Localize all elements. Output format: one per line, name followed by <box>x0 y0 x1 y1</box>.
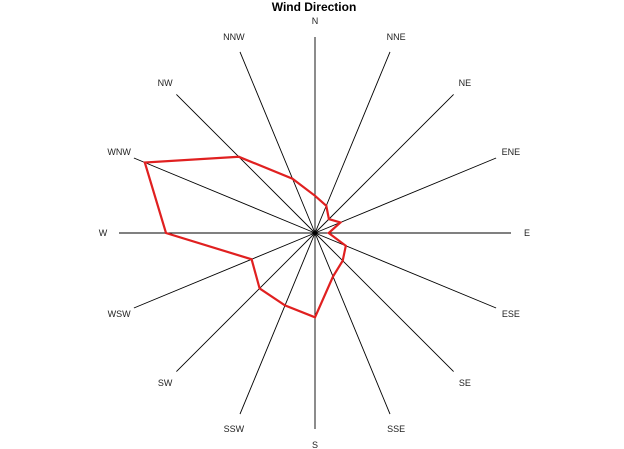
direction-label-s: S <box>312 440 318 449</box>
spoke-sse <box>314 232 391 415</box>
direction-label-wsw: WSW <box>108 309 131 319</box>
spoke-nw <box>176 94 316 234</box>
data-point-ene <box>339 221 342 224</box>
data-point-ese <box>344 244 347 247</box>
direction-label-nnw: NNW <box>223 32 245 42</box>
data-point-nw <box>237 155 240 158</box>
series-layer <box>143 155 348 319</box>
direction-label-e: E <box>524 228 530 238</box>
direction-label-se: SE <box>459 378 471 388</box>
data-point-nne <box>325 204 328 207</box>
direction-label-ssw: SSW <box>224 424 245 434</box>
spoke-wnw <box>133 157 316 234</box>
direction-spokes <box>119 37 511 429</box>
direction-label-ne: NE <box>459 78 472 88</box>
spoke-ene <box>314 157 497 234</box>
spoke-ne <box>314 94 454 234</box>
direction-label-ese: ESE <box>502 309 520 319</box>
data-point-ssw <box>284 304 286 307</box>
spoke-nnw <box>239 51 316 234</box>
spoke-sw <box>176 232 316 372</box>
data-point-sse <box>332 275 334 278</box>
spoke-nne <box>314 51 391 234</box>
direction-label-n: N <box>312 16 319 26</box>
data-point-w <box>165 232 167 234</box>
data-point-e <box>327 232 330 234</box>
data-point-nnw <box>291 177 294 180</box>
spoke-ssw <box>239 232 316 415</box>
direction-labels: N NNE NE ENE E ESE SE SSE S SSW SW WSW W WNW NW NNW <box>99 16 530 449</box>
data-point-n <box>314 194 316 197</box>
data-point-wnw <box>143 161 146 164</box>
data-point-se <box>341 259 344 262</box>
spoke-se <box>314 232 454 372</box>
data-point-s <box>314 316 316 319</box>
direction-label-nw: NW <box>158 78 173 88</box>
direction-label-ene: ENE <box>502 147 521 157</box>
direction-label-sse: SSE <box>387 424 405 434</box>
data-point-sw <box>258 287 261 290</box>
wind-frequency-polygon <box>143 155 348 319</box>
direction-label-w: W <box>99 228 108 238</box>
data-point-wsw <box>250 258 253 261</box>
chart-title: Wind Direction <box>272 0 357 14</box>
direction-label-sw: SW <box>158 378 173 388</box>
direction-label-wnw: WNW <box>107 147 131 157</box>
direction-label-nne: NNE <box>387 32 406 42</box>
spoke-wsw <box>133 232 316 309</box>
data-point-ne <box>327 218 330 221</box>
